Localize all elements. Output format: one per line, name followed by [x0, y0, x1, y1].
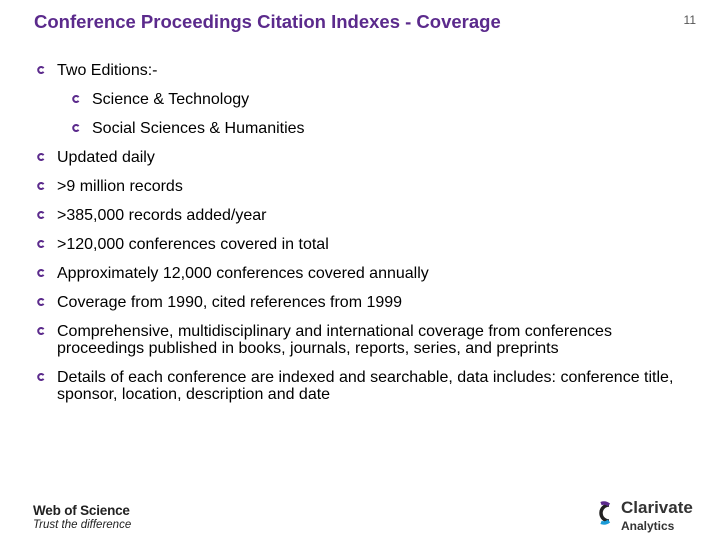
- c-ring-bullet-icon: [72, 124, 80, 132]
- clarivate-analytics-logo: Clarivate Analytics: [595, 498, 705, 534]
- bullet-list: Two Editions:- Science & Technology Soci…: [36, 62, 676, 403]
- sub-bullet-item: Science & Technology: [71, 91, 676, 108]
- brand-name: Web of Science: [33, 503, 130, 518]
- c-ring-bullet-icon: [37, 327, 45, 335]
- bullet-text: Science & Technology: [92, 91, 250, 108]
- bullet-text: Coverage from 1990, cited references fro…: [57, 294, 403, 311]
- c-ring-bullet-icon: [37, 298, 45, 306]
- bullet-item: Approximately 12,000 conferences covered…: [36, 265, 676, 282]
- c-ring-bullet-icon: [37, 373, 45, 381]
- c-ring-bullet-icon: [37, 153, 45, 161]
- bullet-text: >385,000 records added/year: [57, 207, 267, 224]
- slide-title: Conference Proceedings Citation Indexes …: [34, 11, 501, 32]
- bullet-text: Comprehensive, multidisciplinary and int…: [57, 323, 612, 357]
- brand-subname: Analytics: [621, 519, 675, 533]
- bullet-text: >120,000 conferences covered in total: [57, 236, 329, 253]
- c-ring-bullet-icon: [37, 211, 45, 219]
- bullet-item: >120,000 conferences covered in total: [36, 236, 676, 253]
- bullet-text: >9 million records: [57, 178, 183, 195]
- bullet-item: >385,000 records added/year: [36, 207, 676, 224]
- bullet-text: Two Editions:-: [57, 62, 158, 79]
- c-ring-bullet-icon: [72, 95, 80, 103]
- bullet-item: Comprehensive, multidisciplinary and int…: [36, 323, 676, 357]
- bullet-item: Coverage from 1990, cited references fro…: [36, 294, 676, 311]
- brand-tagline: Trust the difference: [33, 519, 132, 531]
- c-ring-bullet-icon: [37, 269, 45, 277]
- bullet-text: Updated daily: [57, 149, 155, 166]
- page-number: 11: [683, 13, 696, 27]
- bullet-text: Approximately 12,000 conferences covered…: [57, 265, 429, 282]
- sub-bullet-item: Social Sciences & Humanities: [71, 120, 676, 137]
- bullet-text: Social Sciences & Humanities: [92, 120, 305, 137]
- c-ring-bullet-icon: [37, 240, 45, 248]
- clarivate-logo-icon: [595, 500, 615, 526]
- bullet-text: Details of each conference are indexed a…: [57, 369, 674, 403]
- bullet-item: Updated daily: [36, 149, 676, 166]
- brand-name: Clarivate: [621, 498, 693, 517]
- bullet-item: Two Editions:-: [36, 62, 676, 79]
- c-ring-bullet-icon: [37, 182, 45, 190]
- bullet-item: >9 million records: [36, 178, 676, 195]
- web-of-science-logo: Web of Science Trust the difference: [33, 503, 131, 531]
- bullet-item: Details of each conference are indexed a…: [36, 369, 676, 403]
- c-ring-bullet-icon: [37, 66, 45, 74]
